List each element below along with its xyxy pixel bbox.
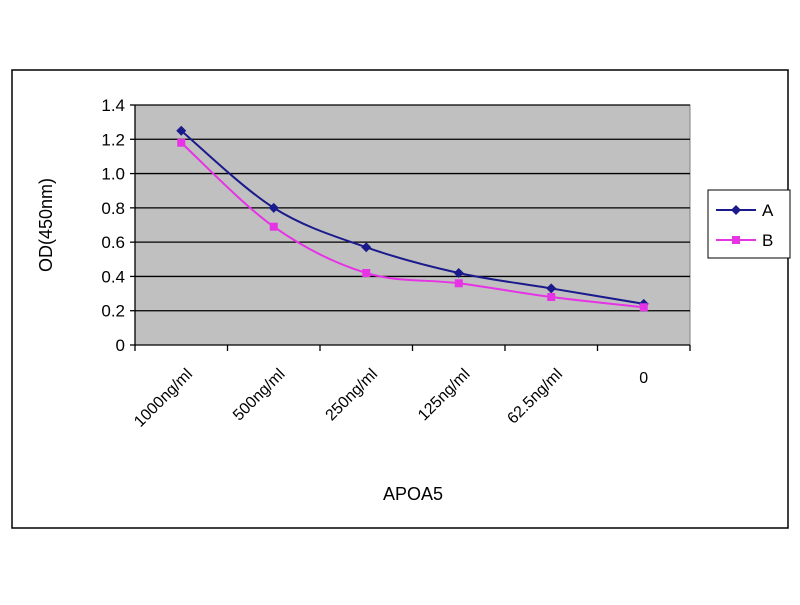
- data-point: [269, 222, 278, 231]
- gridlines: [135, 104, 690, 312]
- data-point: [639, 303, 648, 312]
- data-point: [547, 293, 556, 301]
- data-point: [268, 202, 279, 213]
- x-tick-label: 0: [639, 370, 648, 387]
- y-tick-label: 1.2: [101, 130, 125, 149]
- legend-marker: [732, 236, 740, 244]
- legend-label: A: [762, 201, 774, 220]
- series-layer: [176, 125, 649, 312]
- plot-area: [134, 104, 691, 346]
- legend-box: [707, 189, 791, 259]
- data-point: [176, 125, 187, 136]
- series-B: [177, 138, 648, 312]
- data-point: [546, 283, 557, 294]
- data-point: [361, 242, 372, 253]
- legend-marker: [731, 205, 741, 215]
- y-tick-label: 0.4: [101, 267, 125, 286]
- y-tick-label: 1.4: [101, 96, 125, 115]
- data-point: [362, 269, 371, 277]
- x-axis-title: APOA5: [383, 484, 443, 504]
- y-tick-label: 0: [116, 336, 125, 355]
- y-tick-label: 0.6: [101, 233, 125, 252]
- series-line: [180, 129, 644, 305]
- data-point: [177, 138, 186, 147]
- series-A: [176, 125, 649, 309]
- y-tick-label: 0.8: [101, 199, 125, 218]
- series-line: [180, 141, 644, 309]
- y-tick-label: 0.2: [101, 302, 125, 321]
- y-tick-label: 1.0: [101, 165, 125, 184]
- data-point: [453, 268, 464, 278]
- data-point: [454, 279, 463, 288]
- legend-label: B: [762, 231, 773, 250]
- y-axis-title: OD(450nm): [36, 178, 56, 272]
- legend: AB: [707, 189, 791, 259]
